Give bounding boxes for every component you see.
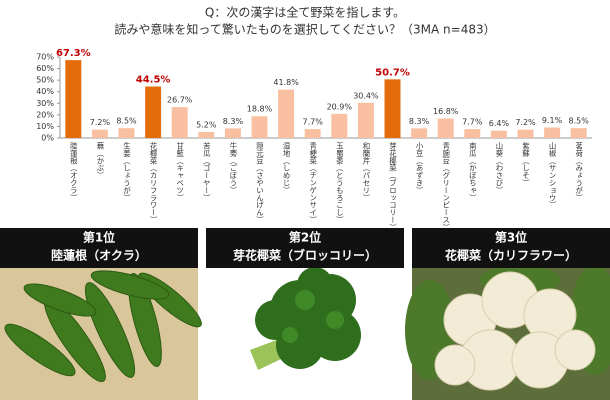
bar <box>490 130 507 138</box>
bar <box>91 129 108 138</box>
bar <box>384 79 401 138</box>
x-tick-label: 紫蘇（しそ） <box>521 142 530 186</box>
rank-label: 第1位 <box>83 230 115 245</box>
value-label: 26.7% <box>167 96 193 105</box>
bar <box>331 113 348 138</box>
x-tick-label: 山椒（サンショウ） <box>548 142 557 209</box>
value-label: 41.8% <box>273 78 299 87</box>
x-tick-label: 山葵（わさび） <box>495 142 504 194</box>
value-label: 5.2% <box>196 120 217 129</box>
bar <box>145 86 162 138</box>
y-tick-label: 0% <box>41 134 54 143</box>
chart-title: Q：次の漢字は全て野菜を指します。 <box>205 5 405 20</box>
bar <box>411 128 428 138</box>
photo-okra <box>0 228 202 400</box>
chart-subtitle: 読みや意味を知って驚いたものを選択してください？（3MA n=483） <box>114 22 495 37</box>
value-label: 7.7% <box>303 118 324 127</box>
bar <box>171 107 188 138</box>
value-label: 20.9% <box>327 102 353 111</box>
bar <box>517 129 534 138</box>
rank-name: 芽花椰菜（ブロッコリー） <box>233 248 377 263</box>
x-tick-label: 芽花椰菜（ブロッコリー） <box>388 142 397 231</box>
y-tick-label: 70% <box>36 53 54 62</box>
y-tick-label: 40% <box>36 87 54 96</box>
value-label: 9.1% <box>542 116 563 125</box>
x-tick-label: 青梗菜（チンゲンサイ） <box>308 142 317 224</box>
value-label: 30.4% <box>353 91 379 100</box>
x-tick-label: 南瓜（かぼちゃ） <box>468 142 477 202</box>
value-label: 18.8% <box>247 105 273 114</box>
value-label: 6.4% <box>489 119 510 128</box>
y-tick-label: 30% <box>36 99 54 108</box>
value-label: 16.8% <box>433 107 459 116</box>
x-tick-label: 生姜（しょうが） <box>122 142 131 202</box>
x-tick-label: 蕪（かぶ） <box>96 142 105 179</box>
x-tick-label: 小豆（あずき） <box>415 142 424 194</box>
bar <box>357 102 374 138</box>
y-tick-label: 10% <box>36 122 54 131</box>
photo-broccoli <box>206 228 404 400</box>
x-tick-label: 花椰菜（カリフラワー） <box>149 142 158 224</box>
value-label: 50.7% <box>375 67 410 78</box>
x-tick-label: 甘藍（キャベツ） <box>175 142 184 202</box>
x-tick-label: 和蘭芹（パセリ） <box>362 142 371 202</box>
bar <box>304 129 321 138</box>
x-tick-label: 陸蓮根（オクラ） <box>69 142 78 202</box>
value-label: 8.5% <box>569 117 590 126</box>
x-tick-label: 玉蜀黍（とうもろこし） <box>335 142 344 223</box>
bar <box>65 60 82 139</box>
x-tick-label: 牛蒡（ごぼう） <box>229 142 238 194</box>
x-tick-label: 茗荷（みょうが） <box>574 142 583 202</box>
value-label: 44.5% <box>136 75 171 86</box>
bar <box>278 89 295 138</box>
x-tick-label: 湿地（しめじ） <box>282 142 291 194</box>
y-tick-label: 50% <box>36 76 54 85</box>
value-label: 8.5% <box>116 117 137 126</box>
x-tick-label: 苦瓜（ゴーヤー） <box>202 142 211 202</box>
rank-name: 陸蓮根（オクラ） <box>51 248 147 263</box>
bar <box>198 131 215 138</box>
bar <box>224 128 241 138</box>
value-label: 67.3% <box>56 48 91 59</box>
bar <box>118 128 135 138</box>
y-tick-label: 60% <box>36 64 54 73</box>
rank-name: 花椰菜（カリフラワー） <box>445 248 577 263</box>
value-label: 7.7% <box>462 118 483 127</box>
x-tick-label: 隠元豆（さやいんげん） <box>255 142 264 224</box>
rank-label: 第2位 <box>289 230 321 245</box>
bar <box>464 129 481 138</box>
bar <box>544 127 561 138</box>
value-label: 8.3% <box>409 117 430 126</box>
x-tick-label: 青豌豆（グリーンピース） <box>441 142 450 231</box>
y-tick-label: 20% <box>36 110 54 119</box>
value-label: 7.2% <box>90 118 111 127</box>
bar <box>251 116 268 138</box>
bar <box>437 118 454 138</box>
value-label: 8.3% <box>223 117 244 126</box>
value-label: 7.2% <box>515 118 536 127</box>
bar <box>570 128 587 138</box>
rank-label: 第3位 <box>495 230 527 245</box>
photo-cauliflower <box>405 228 610 400</box>
